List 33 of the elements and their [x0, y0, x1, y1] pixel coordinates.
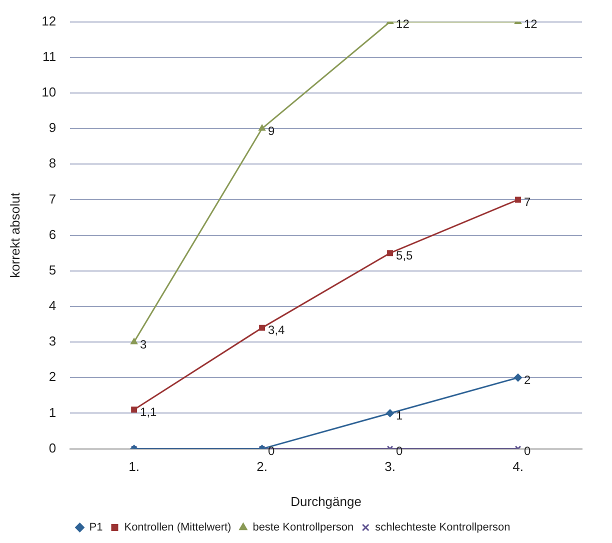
y-tick-label: 11 [42, 48, 56, 64]
data-label: 9 [268, 124, 276, 138]
legend-label: beste Kontrollperson [252, 522, 354, 534]
data-label: 1 [396, 408, 404, 423]
y-tick-label: 10 [42, 84, 56, 100]
x-axis-title: Durchgänge [290, 494, 362, 509]
data-label: 0 [524, 444, 532, 458]
y-tick-label: 0 [48, 440, 56, 456]
y-tick-label: 2 [48, 369, 56, 384]
data-label: 3 [140, 337, 148, 352]
x-tick-label: 3. [384, 459, 396, 474]
data-label: 2 [524, 372, 532, 387]
y-tick-label: 3 [48, 334, 56, 349]
data-label: 5,5 [396, 248, 414, 262]
legend-label: schlechteste Kontrollperson [375, 522, 510, 534]
y-tick-label: 4 [48, 298, 56, 314]
y-tick-label: 1 [48, 404, 56, 420]
legend-label: Kontrollen (Mittelwert) [124, 522, 232, 534]
y-tick-label: 5 [48, 262, 56, 278]
y-tick-label: 9 [48, 120, 56, 136]
x-tick-label: 1. [128, 459, 140, 474]
legend-label: P1 [89, 522, 103, 534]
y-tick-label: 7 [48, 191, 56, 206]
x-tick-label: 4. [512, 459, 524, 474]
y-tick-label: 12 [42, 13, 56, 28]
y-tick-label: 6 [48, 226, 56, 242]
y-axis-title: korrekt absolut [7, 192, 22, 278]
data-label: 1,1 [140, 404, 158, 419]
x-tick-label: 2. [256, 459, 268, 474]
y-tick-label: 8 [48, 156, 56, 171]
data-label: 7 [524, 195, 532, 210]
data-label: 12 [524, 17, 538, 32]
data-label: 3,4 [268, 323, 286, 338]
